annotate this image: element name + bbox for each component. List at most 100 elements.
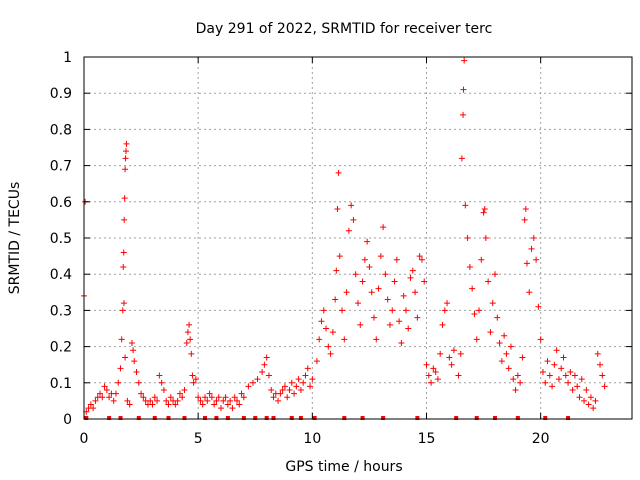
y-tick-label: 0.9 [50, 86, 72, 102]
data-point [190, 379, 197, 386]
data-point [288, 379, 295, 386]
data-point [458, 155, 465, 162]
data-point [156, 372, 163, 379]
data-point [192, 376, 199, 383]
y-axis-ticks: 0 0.1 0.2 0.3 0.4 0.5 0.6 0.7 0.8 0.9 1 [50, 50, 632, 428]
data-point [521, 216, 528, 223]
axis-marker [493, 416, 497, 420]
data-point [380, 224, 387, 231]
data-point [343, 289, 350, 296]
data-point [174, 397, 181, 404]
axis-marker [225, 416, 230, 420]
data-point [147, 397, 154, 404]
data-point [189, 372, 196, 379]
axis-marker [360, 416, 365, 420]
data-point [284, 394, 291, 401]
data-point [535, 303, 542, 310]
data-point [375, 285, 382, 292]
data-point [130, 347, 137, 354]
data-point [487, 329, 494, 336]
data-point [444, 300, 451, 307]
data-point [382, 271, 389, 278]
data-point [489, 300, 496, 307]
data-point [240, 394, 247, 401]
data-point [277, 390, 284, 397]
data-point [339, 307, 346, 314]
data-point [186, 321, 193, 328]
x-tick-label: 20 [532, 431, 550, 447]
data-point [323, 325, 330, 332]
axis-marker [84, 416, 89, 420]
data-point [498, 358, 505, 365]
axis-marker [381, 416, 386, 420]
axis-marker [415, 416, 420, 420]
data-point [184, 329, 191, 336]
y-tick-label: 0.2 [50, 340, 72, 356]
data-point [530, 235, 537, 241]
data-point [460, 86, 467, 93]
data-point [501, 332, 508, 339]
axis-marker [118, 416, 123, 420]
data-point [204, 397, 211, 404]
data-point [176, 390, 183, 397]
data-point [90, 405, 97, 412]
data-point [172, 401, 179, 408]
data-point [110, 397, 117, 404]
data-point [140, 394, 147, 401]
data-point [391, 278, 398, 285]
data-point [199, 401, 206, 408]
data-point [316, 336, 323, 343]
data-point [432, 368, 439, 375]
data-point [325, 343, 332, 350]
y-tick-label: 1 [63, 50, 72, 66]
data-point [122, 155, 129, 162]
data-point [537, 336, 544, 343]
data-point [523, 260, 530, 267]
axis-marker [166, 416, 171, 420]
data-point [542, 379, 549, 386]
data-point [505, 365, 512, 372]
y-tick-label: 0.8 [50, 122, 72, 138]
data-point [187, 336, 194, 343]
data-point [332, 296, 339, 303]
data-point [133, 368, 140, 375]
data-point [270, 394, 277, 401]
data-point [122, 354, 129, 361]
axis-marker [566, 416, 571, 420]
data-point [160, 387, 167, 394]
data-point [578, 376, 585, 383]
data-point [218, 405, 224, 412]
data-point [215, 394, 222, 401]
data-point [348, 202, 355, 209]
data-point [231, 394, 238, 401]
y-axis-label: SRMTID / TECUs [7, 182, 23, 295]
data-point [96, 390, 103, 397]
data-point [249, 379, 256, 386]
data-point [522, 206, 529, 213]
data-point [213, 397, 220, 404]
y-tick-label: 0.6 [50, 195, 72, 211]
data-point [461, 57, 468, 64]
y-tick-label: 0.3 [50, 303, 72, 319]
data-point [553, 347, 560, 354]
data-point [539, 368, 546, 375]
data-point [122, 166, 129, 173]
data-point [437, 350, 444, 357]
data-point [492, 271, 498, 278]
data-point [421, 278, 428, 285]
data-point [300, 379, 307, 386]
data-point [165, 401, 172, 408]
data-point [402, 307, 409, 314]
data-point [158, 379, 165, 386]
data-point [131, 358, 138, 365]
data-point [293, 383, 300, 390]
data-point [576, 394, 583, 401]
data-point [302, 372, 309, 379]
data-point [368, 289, 375, 296]
data-point [115, 379, 122, 386]
axis-marker [253, 416, 258, 420]
axis-marker [515, 416, 520, 420]
data-point [569, 387, 576, 394]
data-point [425, 372, 432, 379]
